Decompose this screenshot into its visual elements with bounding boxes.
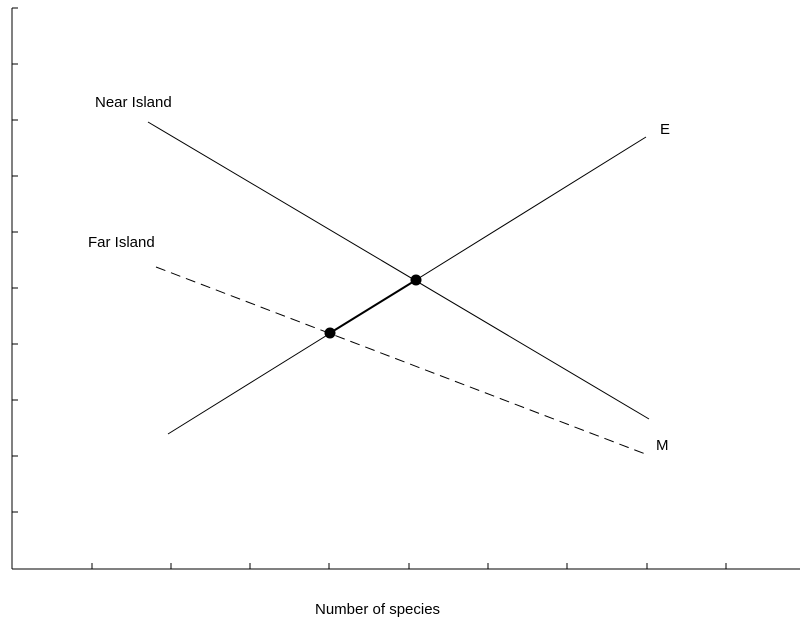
immigration-curve-label: M [656, 437, 669, 454]
equilibrium-segment [329, 279, 417, 334]
near-island-equilibrium-point [410, 274, 422, 286]
far-island-equilibrium-point [324, 327, 336, 339]
near-island-label: Near Island [95, 94, 172, 111]
x-axis-label: Number of species [315, 601, 440, 618]
x-axis-ticks [91, 563, 727, 569]
y-axis-ticks [12, 7, 18, 513]
extinction-curve-label: E [660, 121, 670, 138]
far-island-immigration-line [155, 266, 649, 456]
near-island-immigration-line [147, 121, 650, 420]
far-island-label: Far Island [88, 234, 155, 251]
